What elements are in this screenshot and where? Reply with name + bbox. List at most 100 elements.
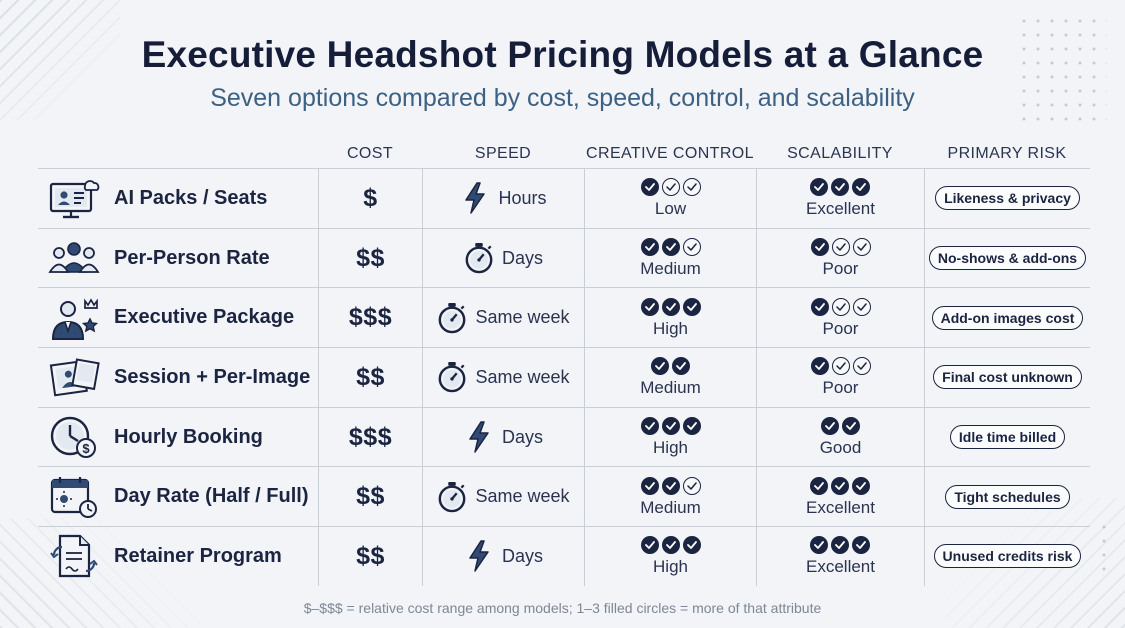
- scalability-cell: Good: [756, 407, 924, 467]
- model-name: AI Packs / Seats: [114, 186, 268, 209]
- control-dot-empty: [682, 178, 701, 197]
- scale-dot-filled: [810, 238, 829, 257]
- creative-control-label: Medium: [640, 378, 701, 398]
- lightning-icon: [464, 421, 494, 453]
- control-dot-filled: [682, 417, 701, 436]
- scalability-label: Excellent: [806, 557, 875, 577]
- table-row: AI Packs / Seats $ Hours Low Excellent Likene…: [38, 168, 1090, 228]
- table-body: AI Packs / Seats $ Hours Low Excellent Likene…: [38, 168, 1090, 586]
- control-dot-filled: [661, 238, 680, 257]
- table-row: Session + Per-Image $$ Same week Medium Poor…: [38, 347, 1090, 407]
- primary-risk-cell: Unused credits risk: [924, 527, 1090, 586]
- creative-control-label: High: [653, 438, 688, 458]
- scalability-cell: Excellent: [756, 527, 924, 586]
- scalability-cell: Poor: [756, 288, 924, 348]
- table-row: Per-Person Rate $$ Days Medium Poor No-shows …: [38, 227, 1090, 288]
- creative-control-label: Medium: [640, 259, 701, 279]
- primary-risk-cell: Tight schedules: [924, 467, 1090, 527]
- cost-value: $$$: [348, 303, 393, 332]
- creative-control-rating: [640, 297, 701, 317]
- risk-badge: Tight schedules: [945, 484, 1070, 509]
- scalability-cell: Excellent: [756, 169, 924, 228]
- background-dots: [1097, 520, 1111, 580]
- creative-control-cell: Medium: [584, 228, 756, 288]
- cost-value: $: [363, 183, 378, 212]
- stopwatch-icon: [464, 242, 494, 274]
- speed-cell: Days: [422, 407, 584, 467]
- column-header-creative-control: CREATIVE CONTROL: [586, 145, 754, 162]
- document-refresh-icon: [48, 533, 100, 579]
- control-dot-filled: [640, 417, 659, 436]
- scale-dot-filled: [831, 476, 850, 495]
- speed-cell: Hours: [422, 169, 584, 228]
- cost-cell: $: [318, 169, 422, 228]
- primary-risk-cell: Likeness & privacy: [924, 169, 1090, 228]
- scalability-label: Poor: [822, 378, 859, 398]
- scale-dot-filled: [842, 417, 860, 436]
- svg-text:$: $: [82, 441, 90, 456]
- scalability-label: Poor: [822, 318, 859, 338]
- scalability-label: Good: [819, 438, 862, 458]
- table-row: Day Rate (Half / Full) $$ Same week Medium E…: [38, 466, 1090, 527]
- model-cell: Day Rate (Half / Full): [38, 467, 318, 526]
- creative-control-cell: Medium: [584, 467, 756, 527]
- scale-dot-filled: [821, 417, 839, 436]
- cost-value: $$: [356, 243, 385, 272]
- scale-dot-filled: [810, 476, 829, 495]
- scalability-rating: [810, 237, 871, 257]
- control-dot-filled: [672, 357, 690, 376]
- control-dot-empty: [661, 178, 680, 197]
- pricing-table: COST SPEED CREATIVE CONTROL SCALABILITY …: [38, 140, 1090, 586]
- creative-control-rating: [640, 535, 701, 555]
- people-group-icon: [48, 235, 100, 281]
- scale-dot-filled: [810, 357, 829, 376]
- scale-dot-filled: [810, 297, 829, 316]
- scalability-rating: [810, 476, 871, 496]
- risk-badge: Add-on images cost: [931, 305, 1084, 330]
- control-dot-filled: [682, 297, 701, 316]
- scalability-rating: [821, 416, 860, 436]
- scale-dot-empty: [831, 357, 850, 376]
- speed-value: Days: [501, 545, 543, 566]
- control-dot-filled: [651, 357, 669, 376]
- scalability-rating: [810, 177, 871, 197]
- risk-badge: Unused credits risk: [933, 544, 1082, 569]
- scale-dot-filled: [810, 536, 829, 555]
- scale-dot-filled: [852, 178, 871, 197]
- speed-cell: Days: [422, 228, 584, 288]
- page-subtitle: Seven options compared by cost, speed, c…: [210, 84, 915, 112]
- primary-risk-cell: No-shows & add-ons: [924, 228, 1090, 288]
- column-header-speed: SPEED: [474, 145, 532, 162]
- cost-value: $$$: [348, 422, 393, 451]
- scalability-cell: Excellent: [756, 467, 924, 527]
- column-header-primary-risk: PRIMARY RISK: [947, 145, 1067, 162]
- lightning-icon: [460, 182, 490, 215]
- creative-control-cell: High: [584, 407, 756, 467]
- column-header-scalability: SCALABILITY: [787, 145, 893, 162]
- control-dot-filled: [640, 536, 659, 555]
- control-dot-empty: [682, 476, 701, 495]
- scale-dot-empty: [852, 297, 871, 316]
- scale-dot-empty: [852, 357, 871, 376]
- scale-dot-empty: [831, 297, 850, 316]
- table-row: Executive Package $$$ Same week High Poor Add…: [38, 287, 1090, 348]
- model-cell: Session + Per-Image: [38, 348, 318, 407]
- clock-dollar-icon: $: [48, 414, 100, 460]
- speed-value: Same week: [475, 486, 570, 507]
- scalability-label: Excellent: [806, 199, 875, 219]
- column-header-cost: COST: [346, 145, 394, 162]
- background-stripes: [0, 518, 200, 628]
- risk-badge: Likeness & privacy: [935, 186, 1080, 211]
- creative-control-rating: [640, 237, 701, 257]
- model-name: Hourly Booking: [114, 425, 263, 448]
- scalability-label: Excellent: [806, 497, 875, 517]
- cost-value: $$: [356, 482, 385, 511]
- scalability-rating: [810, 297, 871, 317]
- control-dot-filled: [661, 536, 680, 555]
- model-name: Session + Per-Image: [114, 365, 311, 388]
- speed-value: Same week: [475, 307, 570, 328]
- scalability-rating: [810, 535, 871, 555]
- cost-cell: $$: [318, 467, 422, 527]
- creative-control-label: Medium: [640, 497, 701, 517]
- risk-badge: No-shows & add-ons: [928, 246, 1087, 271]
